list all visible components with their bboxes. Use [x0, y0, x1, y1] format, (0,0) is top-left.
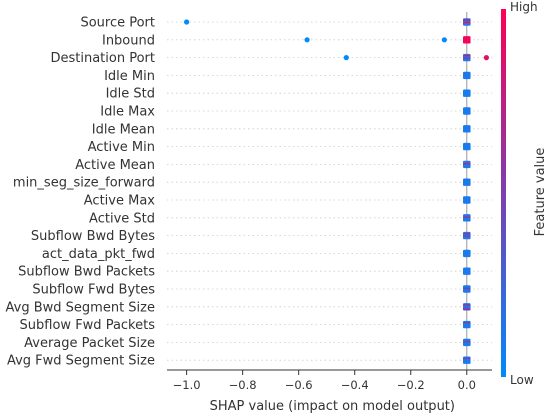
x-tick-label: −1.0 — [173, 378, 201, 392]
shap-point-cluster — [462, 236, 471, 240]
shap-point-cluster — [462, 183, 471, 186]
feature-label: Subflow Bwd Bytes — [31, 229, 155, 244]
feature-label: Avg Bwd Segment Size — [6, 300, 155, 315]
x-axis-title: SHAP value (impact on model output) — [210, 399, 455, 414]
shap-point-cluster — [462, 94, 471, 97]
shap-point-cluster — [462, 147, 471, 151]
shap-point-cluster — [462, 307, 471, 311]
x-tick-label: −0.4 — [341, 378, 369, 392]
shap-point-cluster — [462, 23, 471, 26]
feature-label: Idle Max — [100, 105, 155, 120]
feature-label: act_data_pkt_fwd — [42, 247, 155, 262]
x-tick-label: −0.6 — [285, 378, 313, 392]
shap-point-cluster — [462, 129, 471, 133]
feature-label: Active Min — [88, 140, 155, 155]
feature-label: Avg Fwd Segment Size — [7, 354, 155, 369]
feature-label: Idle Std — [106, 87, 155, 102]
shap-point-cluster — [462, 218, 471, 222]
shap-point-cluster — [462, 361, 471, 364]
shap-point-cluster — [462, 254, 471, 258]
feature-label: Source Port — [80, 16, 155, 31]
shap-point — [343, 55, 349, 61]
feature-label: Inbound — [102, 33, 155, 48]
colorbar-low-label: Low — [510, 373, 534, 387]
feature-label: Active Mean — [75, 158, 155, 173]
shap-point-cluster — [462, 112, 471, 115]
shap-point-cluster — [462, 325, 471, 329]
shap-point-cluster — [462, 58, 471, 62]
feature-label: Subflow Fwd Bytes — [32, 283, 155, 298]
shap-point-cluster — [462, 343, 471, 347]
colorbar-title: Feature value — [533, 148, 548, 237]
shap-point-cluster — [462, 201, 471, 204]
colorbar-high-label: High — [510, 0, 538, 14]
shap-point-cluster — [462, 272, 471, 275]
feature-label: Idle Mean — [92, 122, 155, 137]
feature-label: Idle Min — [104, 69, 155, 84]
feature-label: Subflow Bwd Packets — [18, 265, 155, 280]
shap-point-cluster — [462, 40, 471, 44]
x-tick-label: −0.2 — [397, 378, 425, 392]
shap-point-cluster — [462, 165, 471, 169]
shap-point — [483, 55, 489, 61]
feature-label: Active Std — [89, 211, 155, 226]
feature-label: Subflow Fwd Packets — [20, 318, 156, 333]
feature-label: Average Packet Size — [24, 336, 155, 351]
feature-label: Active Max — [84, 194, 156, 209]
feature-label: min_seg_size_forward — [13, 176, 155, 191]
shap-point — [184, 19, 190, 25]
shap-point — [441, 37, 447, 43]
shap-point-cluster — [462, 76, 471, 80]
feature-label: Destination Port — [50, 51, 155, 66]
colorbar — [501, 9, 506, 377]
shap-point-cluster — [462, 290, 471, 293]
x-tick-label: −0.8 — [229, 378, 257, 392]
x-tick-label: 0.0 — [458, 378, 476, 392]
shap-point — [304, 37, 310, 43]
